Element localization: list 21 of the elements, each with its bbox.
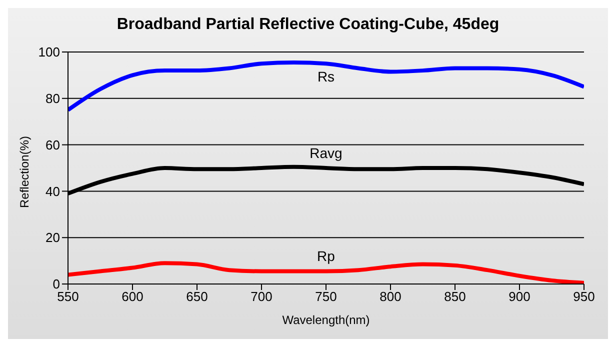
series-label: Ravg <box>310 145 342 161</box>
x-axis-title: Wavelength(nm) <box>282 313 370 327</box>
series-label: Rs <box>317 68 335 85</box>
x-tick-label: 900 <box>508 289 530 304</box>
y-tick-label: 40 <box>46 184 60 199</box>
chart-title: Broadband Partial Reflective Coating-Cube, 45deg <box>116 16 500 34</box>
x-tick-label: 750 <box>315 289 337 304</box>
x-tick-label: 600 <box>122 289 144 304</box>
x-tick-label: 700 <box>250 289 272 304</box>
y-tick-label: 0 <box>52 276 60 292</box>
x-tick-label: 950 <box>573 289 595 304</box>
series-label: Rp <box>317 248 336 264</box>
x-tick-label: 800 <box>380 289 402 304</box>
x-tick-label: 650 <box>186 289 208 304</box>
y-axis-title: Reflection(%) <box>17 136 32 208</box>
y-tick-label: 80 <box>46 91 60 106</box>
y-tick-label: 20 <box>46 230 60 246</box>
y-tick-label: 60 <box>46 137 60 152</box>
x-tick-label: 850 <box>444 289 466 304</box>
y-tick-label: 100 <box>38 44 60 60</box>
x-tick-label: 550 <box>57 289 79 304</box>
